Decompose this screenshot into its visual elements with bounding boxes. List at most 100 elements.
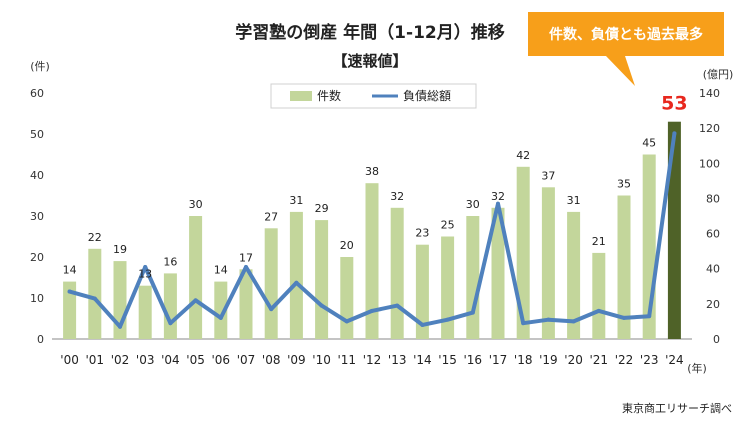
debt-point xyxy=(118,324,122,329)
bar-21 xyxy=(592,252,606,339)
bars xyxy=(63,121,681,339)
bar-label: 45 xyxy=(642,137,656,150)
debt-point xyxy=(445,317,450,322)
bar-label: 22 xyxy=(88,231,102,244)
bar-18 xyxy=(516,166,530,339)
y-left-tick-label: 50 xyxy=(30,128,44,141)
y-left-tick-label: 20 xyxy=(30,251,44,264)
debt-point xyxy=(672,131,677,136)
y-right-tick-label: 0 xyxy=(713,333,720,346)
y-right-tick-label: 100 xyxy=(699,157,720,170)
debt-point xyxy=(218,315,223,320)
bar-15 xyxy=(441,236,455,339)
bar-07 xyxy=(239,269,253,339)
bar-label: 14 xyxy=(63,264,77,277)
x-tick-label: '00 xyxy=(60,353,79,367)
y-left-ticks: 0 10 20 30 40 50 60 xyxy=(30,87,44,346)
debt-point xyxy=(193,298,198,303)
y-right-ticks: 0 20 40 60 80 100 120 140 xyxy=(699,87,720,346)
debt-point xyxy=(319,303,324,308)
bar-20 xyxy=(567,211,581,339)
x-tick-label: '23 xyxy=(640,353,659,367)
legend-label-debt: 負債総額 xyxy=(403,88,451,103)
bar-label: 25 xyxy=(441,219,455,232)
bar-label: 37 xyxy=(541,169,555,182)
x-tick-label: '11 xyxy=(338,353,357,367)
debt-point xyxy=(67,289,72,294)
bar-label: 32 xyxy=(390,190,404,203)
debt-point xyxy=(521,321,526,326)
bar-24 xyxy=(667,121,681,339)
y-left-tick-label: 0 xyxy=(37,333,44,346)
bar-label: 42 xyxy=(516,149,530,162)
x-tick-label: '20 xyxy=(564,353,583,367)
bar-label: 31 xyxy=(567,194,581,207)
x-tick-label: '14 xyxy=(413,353,432,367)
source-note: 東京商工リサーチ調べ xyxy=(622,401,732,415)
debt-line-layer xyxy=(67,131,677,329)
bar-04 xyxy=(163,273,177,339)
bar-06 xyxy=(214,281,228,339)
bar-08 xyxy=(264,228,278,339)
bar-16 xyxy=(466,216,480,339)
debt-point xyxy=(294,280,299,285)
bar-label: 17 xyxy=(239,251,253,264)
x-tick-label: '18 xyxy=(514,353,533,367)
debt-point xyxy=(269,307,274,312)
x-tick-label: '06 xyxy=(212,353,231,367)
x-tick-label: '03 xyxy=(136,353,155,367)
y-right-tick-label: 120 xyxy=(699,122,720,135)
bar-label: 27 xyxy=(264,210,278,223)
callout-text: 件数、負債とも過去最多 xyxy=(549,26,703,43)
y-left-tick-label: 60 xyxy=(30,87,44,100)
bar-label: 21 xyxy=(592,235,606,248)
debt-point xyxy=(143,264,148,269)
x-tick-label: '10 xyxy=(312,353,331,367)
debt-point xyxy=(546,317,551,322)
bar-label: 29 xyxy=(315,202,329,215)
bar-label: 38 xyxy=(365,165,379,178)
x-tick-label: '07 xyxy=(237,353,256,367)
legend-label-count: 件数 xyxy=(317,88,341,103)
debt-point xyxy=(344,319,349,324)
debt-point xyxy=(420,322,425,327)
debt-point xyxy=(622,315,626,320)
bar-label: 35 xyxy=(617,178,631,191)
x-tick-label: '01 xyxy=(86,353,105,367)
debt-point xyxy=(596,308,601,313)
x-ticks: '00 '01 '02 '03 '04 '05 '06 '07 '08 '09 '10 '11 '12 '… xyxy=(60,353,683,367)
x-tick-label: '24 xyxy=(665,353,684,367)
bar-label: 30 xyxy=(466,198,480,211)
bar-17 xyxy=(491,207,505,339)
y-left-unit: (件) xyxy=(30,60,50,73)
x-tick-label: '05 xyxy=(186,353,205,367)
bar-label: 30 xyxy=(189,198,203,211)
bar-22 xyxy=(617,195,631,339)
bar-14 xyxy=(415,244,429,339)
bar-03 xyxy=(138,285,152,339)
x-tick-label: '16 xyxy=(464,353,483,367)
bar-label-highlight: 53 xyxy=(661,93,687,115)
callout: 件数、負債とも過去最多 xyxy=(528,12,724,86)
debt-point xyxy=(395,303,400,308)
x-tick-label: '15 xyxy=(438,353,457,367)
debt-point xyxy=(470,310,475,315)
x-tick-label: '08 xyxy=(262,353,281,367)
bar-13 xyxy=(390,207,404,339)
bar-label: 20 xyxy=(340,239,354,252)
y-right-tick-label: 40 xyxy=(706,263,720,276)
x-tick-label: '17 xyxy=(489,353,508,367)
chart-subtitle: 【速報値】 xyxy=(332,52,407,70)
debt-point xyxy=(370,308,374,313)
x-unit: (年) xyxy=(687,361,707,375)
x-tick-label: '02 xyxy=(111,353,130,367)
x-tick-label: '09 xyxy=(287,353,306,367)
bar-label: 19 xyxy=(113,243,127,256)
bar-01 xyxy=(88,248,102,339)
x-tick-label: '19 xyxy=(539,353,558,367)
debt-point xyxy=(647,314,652,319)
y-right-unit: (億円) xyxy=(703,68,734,81)
y-right-tick-label: 60 xyxy=(706,228,720,241)
bar-labels: 14 22 19 13 16 30 14 17 27 31 29 20 38 32 23 25 30 32 42 37… xyxy=(63,93,688,281)
bar-label: 13 xyxy=(138,268,152,281)
